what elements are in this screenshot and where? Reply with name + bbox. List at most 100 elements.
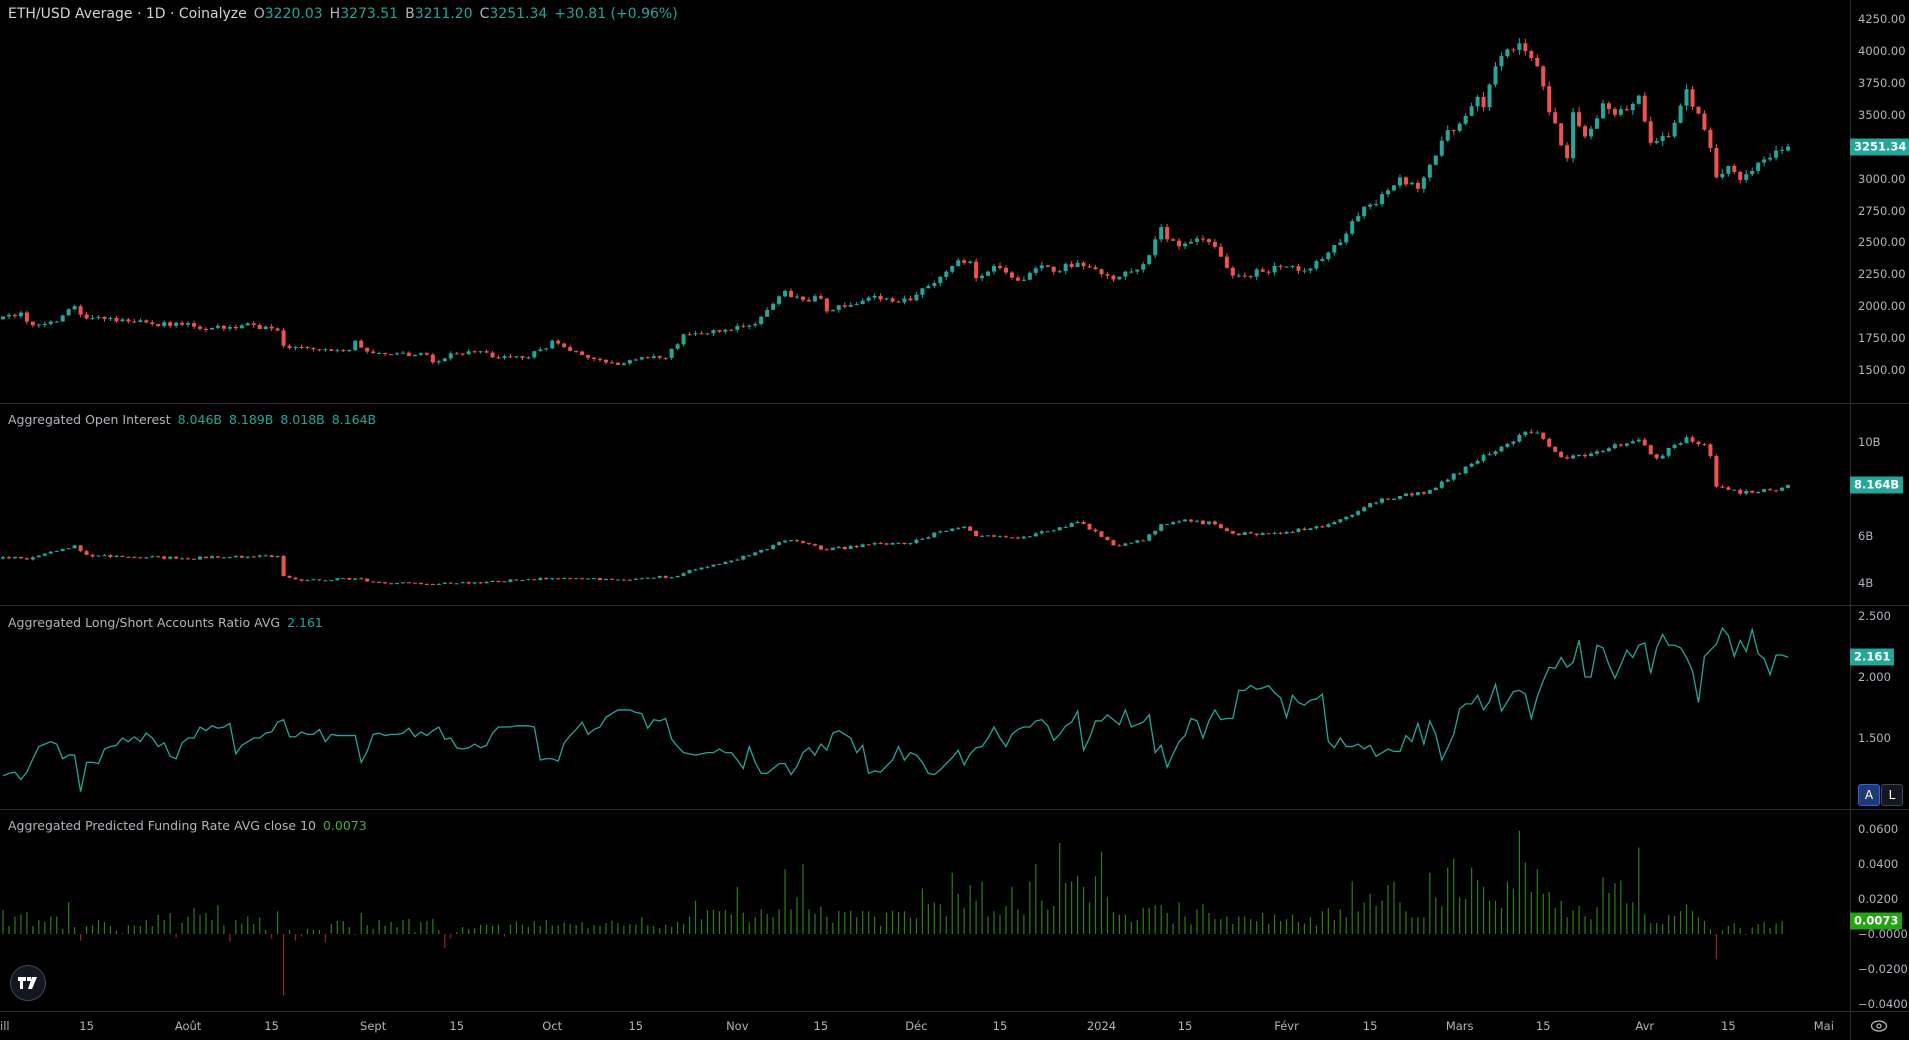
- y-axis-tick: 6B: [1858, 529, 1874, 543]
- candle-body: [484, 351, 489, 353]
- candle-body: [1612, 108, 1617, 115]
- candle-body: [1344, 233, 1349, 243]
- candle-body: [621, 579, 626, 581]
- candle-body: [1111, 275, 1116, 280]
- candle-body: [1003, 267, 1008, 273]
- candle-body: [1051, 530, 1056, 532]
- y-axis-tick: 1500.00: [1858, 363, 1906, 377]
- oi-legend: Aggregated Open Interest 8.046B 8.189B 8…: [8, 412, 376, 427]
- candle-body: [568, 347, 573, 351]
- candle-body: [1093, 529, 1098, 532]
- candle-body: [1392, 498, 1397, 500]
- pane-divider[interactable]: [0, 605, 1909, 606]
- candle-body: [389, 583, 394, 585]
- candle-body: [1577, 454, 1582, 456]
- log-scale-button[interactable]: L: [1881, 784, 1903, 806]
- candle-body: [1499, 56, 1504, 67]
- oi-open: 8.046B: [177, 412, 222, 427]
- candle-body: [1642, 439, 1647, 446]
- candle-body: [603, 578, 608, 581]
- candle-body: [1421, 492, 1426, 494]
- low-label: B: [405, 6, 415, 22]
- gear-icon[interactable]: [1870, 1018, 1888, 1034]
- time-axis-tick: 15: [1535, 1019, 1551, 1033]
- candle-body: [12, 314, 17, 317]
- candle-body: [287, 575, 292, 578]
- candle-body: [1135, 540, 1140, 543]
- high-value: 3273.51: [340, 6, 399, 22]
- funding-title[interactable]: Aggregated Predicted Funding Rate AVG cl…: [8, 818, 316, 833]
- candle-body: [1648, 445, 1653, 455]
- candle-body: [442, 582, 447, 584]
- candle-body: [1141, 540, 1146, 542]
- candle-body: [42, 553, 47, 556]
- candle-body: [651, 356, 656, 359]
- ls-title[interactable]: Aggregated Long/Short Accounts Ratio AVG: [8, 615, 281, 630]
- candle-body: [920, 538, 925, 540]
- candle-body: [341, 578, 346, 580]
- candle-body: [556, 340, 561, 344]
- candle-body: [705, 333, 710, 335]
- candle-body: [203, 328, 208, 330]
- candle-body: [1320, 259, 1325, 262]
- candle-body: [603, 359, 608, 363]
- candle-body: [1505, 443, 1510, 447]
- candle-body: [1660, 455, 1665, 459]
- candle-body: [1672, 122, 1677, 137]
- candle-body: [383, 352, 388, 355]
- candle-body: [1612, 444, 1617, 449]
- candle-body: [251, 556, 256, 558]
- candle-body: [221, 557, 226, 559]
- candle-body: [36, 324, 41, 326]
- pane-divider[interactable]: [0, 403, 1909, 404]
- candle-body: [1075, 262, 1080, 267]
- candle-body: [1553, 112, 1558, 124]
- symbol-title[interactable]: ETH/USD Average · 1D · Coinalyze: [8, 6, 247, 22]
- candle-body: [1397, 496, 1402, 499]
- candle-body: [502, 581, 507, 583]
- candle-body: [950, 265, 955, 272]
- candle-body: [1033, 268, 1038, 273]
- candle-body: [275, 555, 280, 558]
- candle-body: [150, 322, 155, 325]
- candle-body: [1350, 514, 1355, 517]
- candle-body: [765, 309, 770, 317]
- candle-body: [1260, 533, 1265, 536]
- oi-title[interactable]: Aggregated Open Interest: [8, 412, 171, 427]
- candle-body: [1720, 486, 1725, 488]
- candle-body: [1427, 164, 1432, 178]
- candle-body: [1356, 511, 1361, 515]
- candle-body: [795, 296, 800, 298]
- candle-body: [299, 347, 304, 349]
- candle-body: [1475, 460, 1480, 464]
- candle-body: [418, 582, 423, 584]
- candle-body: [1117, 545, 1122, 547]
- candle-body: [1290, 531, 1295, 533]
- candle-body: [508, 579, 513, 582]
- y-axis-tick: 2.500: [1858, 609, 1891, 623]
- candle-body: [1696, 106, 1701, 114]
- candle-body: [890, 298, 895, 302]
- pane-divider[interactable]: [0, 809, 1909, 810]
- candle-body: [783, 540, 788, 543]
- candle-body: [974, 261, 979, 279]
- candle-body: [639, 578, 644, 580]
- candle-body: [436, 361, 441, 363]
- auto-scale-button[interactable]: A: [1858, 784, 1880, 806]
- candle-body: [920, 288, 925, 295]
- time-axis-tick: 15: [1721, 1019, 1736, 1033]
- candle-body: [771, 303, 776, 310]
- candle-body: [687, 334, 692, 336]
- candle-body: [1732, 489, 1737, 491]
- candle-body: [950, 528, 955, 532]
- candle-body: [72, 306, 77, 310]
- candle-body: [753, 552, 758, 556]
- candle-body: [215, 325, 220, 328]
- candle-body: [1511, 441, 1516, 444]
- candle-body: [997, 536, 1002, 538]
- candle-body: [657, 356, 662, 358]
- candle-body: [735, 325, 740, 330]
- tradingview-logo-icon[interactable]: [10, 965, 46, 1001]
- candle-body: [42, 323, 47, 325]
